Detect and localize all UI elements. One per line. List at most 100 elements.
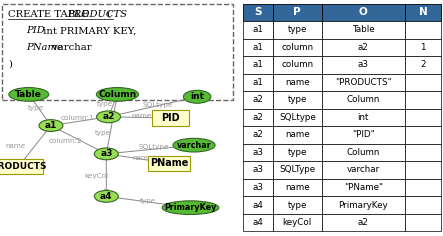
FancyBboxPatch shape [405,56,441,74]
Text: column: column [281,60,313,69]
FancyBboxPatch shape [243,161,273,179]
Text: SQLtype: SQLtype [139,144,169,150]
Text: int: int [358,113,369,122]
FancyBboxPatch shape [322,4,405,21]
Text: column: column [281,43,313,52]
Text: ): ) [8,59,12,68]
FancyBboxPatch shape [322,21,405,38]
Text: keyCol: keyCol [283,218,312,227]
Text: a1: a1 [253,25,263,34]
Text: type: type [288,95,307,104]
FancyBboxPatch shape [273,38,322,56]
FancyBboxPatch shape [243,4,273,21]
FancyBboxPatch shape [405,91,441,109]
Text: a2: a2 [253,113,263,122]
Text: Table: Table [352,25,375,34]
Ellipse shape [97,88,138,101]
FancyBboxPatch shape [405,161,441,179]
Text: "PName": "PName" [344,183,383,192]
Text: PName: PName [26,43,63,52]
Text: a1: a1 [45,121,57,130]
FancyBboxPatch shape [322,144,405,161]
FancyBboxPatch shape [243,196,273,214]
FancyBboxPatch shape [243,56,273,74]
FancyBboxPatch shape [405,214,441,231]
Text: S: S [254,7,261,17]
FancyBboxPatch shape [273,214,322,231]
FancyBboxPatch shape [273,91,322,109]
Ellipse shape [183,90,211,103]
FancyBboxPatch shape [405,74,441,91]
Ellipse shape [162,201,219,215]
FancyBboxPatch shape [405,126,441,144]
Text: type: type [140,198,155,204]
FancyBboxPatch shape [322,56,405,74]
Text: a3: a3 [100,149,113,158]
Text: type: type [95,130,111,136]
Text: type: type [97,101,113,107]
FancyBboxPatch shape [243,126,273,144]
Text: a4: a4 [253,201,263,210]
Text: P: P [293,7,301,17]
Text: PrimaryKey: PrimaryKey [164,203,217,212]
Text: name: name [285,183,310,192]
Text: int: int [190,92,204,101]
FancyBboxPatch shape [322,179,405,196]
FancyBboxPatch shape [322,196,405,214]
Text: a2: a2 [253,131,263,139]
Text: a2: a2 [253,95,263,104]
FancyBboxPatch shape [273,126,322,144]
Text: varchar: varchar [49,43,92,52]
FancyBboxPatch shape [273,21,322,38]
Ellipse shape [94,148,118,160]
FancyBboxPatch shape [405,196,441,214]
FancyBboxPatch shape [322,214,405,231]
FancyBboxPatch shape [322,74,405,91]
FancyBboxPatch shape [148,156,190,171]
Text: PrimaryKey: PrimaryKey [338,201,388,210]
Text: Column: Column [346,95,380,104]
Text: column:2: column:2 [49,138,82,144]
Text: a4: a4 [100,192,113,201]
Text: O: O [359,7,368,17]
Ellipse shape [9,88,49,101]
Text: type: type [288,201,307,210]
Ellipse shape [94,190,118,202]
Text: Table: Table [16,90,42,99]
FancyBboxPatch shape [322,91,405,109]
Text: type: type [288,25,307,34]
Text: name: name [132,113,152,119]
FancyBboxPatch shape [273,161,322,179]
Text: varchar: varchar [177,141,211,150]
Text: name: name [285,131,310,139]
Text: SQLType: SQLType [279,165,315,174]
FancyBboxPatch shape [322,109,405,126]
Text: name: name [132,155,153,161]
Text: Column: Column [98,90,136,99]
Text: a3: a3 [253,148,263,157]
FancyBboxPatch shape [273,109,322,126]
FancyBboxPatch shape [322,126,405,144]
Text: name: name [285,78,310,87]
Text: int PRIMARY KEY,: int PRIMARY KEY, [40,26,136,35]
Ellipse shape [97,111,120,123]
Text: a3: a3 [253,165,263,174]
Text: "PRODUCTS": "PRODUCTS" [335,78,392,87]
Text: varchar: varchar [346,165,380,174]
Text: a2: a2 [358,218,369,227]
FancyBboxPatch shape [405,144,441,161]
Text: a2: a2 [358,43,369,52]
Text: PID: PID [161,113,180,123]
Text: type: type [288,148,307,157]
FancyBboxPatch shape [243,74,273,91]
FancyBboxPatch shape [243,214,273,231]
FancyBboxPatch shape [273,196,322,214]
Text: (: ( [104,10,111,19]
FancyBboxPatch shape [273,56,322,74]
FancyBboxPatch shape [405,21,441,38]
FancyBboxPatch shape [322,161,405,179]
Text: PID: PID [26,26,45,35]
FancyBboxPatch shape [405,4,441,21]
FancyBboxPatch shape [243,109,273,126]
Text: PRODUCTS: PRODUCTS [0,162,47,171]
